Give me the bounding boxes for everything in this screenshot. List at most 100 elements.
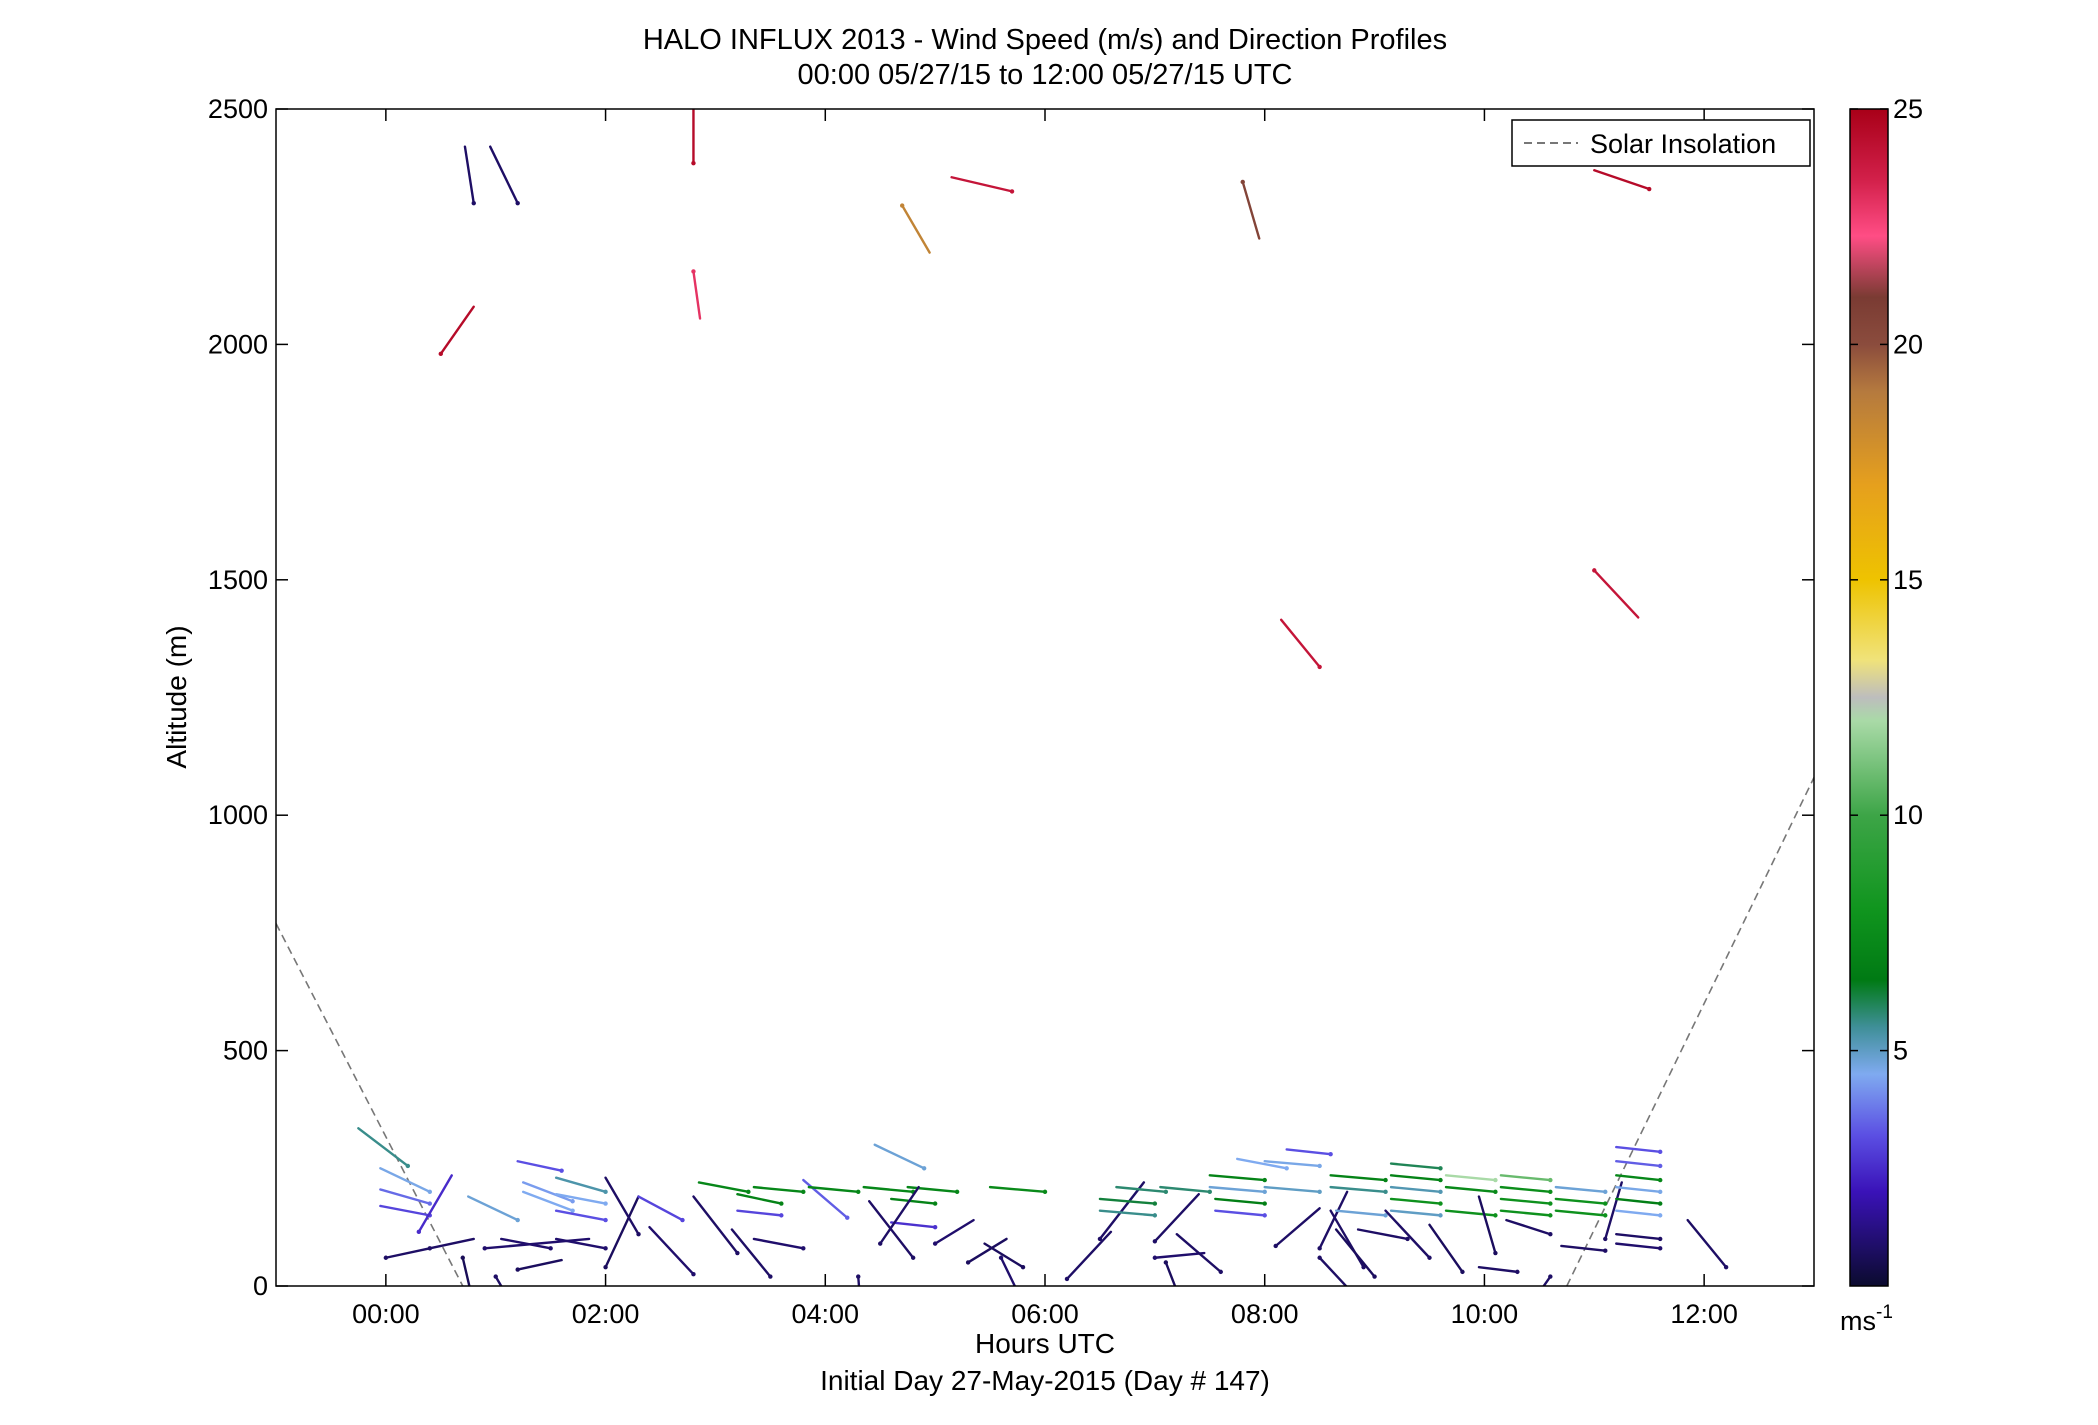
- wind-barb: [692, 1195, 739, 1255]
- wind-barb: [379, 1204, 431, 1217]
- wind-barb: [1615, 1160, 1662, 1168]
- wind-barb-point: [998, 1255, 1004, 1260]
- x-tick-label: 08:00: [1231, 1299, 1299, 1329]
- wind-barb-point: [856, 1189, 861, 1195]
- wind-barb-point: [493, 1274, 498, 1279]
- x-tick-label: 00:00: [352, 1299, 420, 1329]
- wind-barb-point: [471, 200, 476, 206]
- wind-barb: [1285, 1148, 1332, 1156]
- wind-barb: [1318, 1190, 1349, 1250]
- wind-barb-point: [1515, 1269, 1520, 1275]
- wind-barb: [489, 145, 519, 205]
- wind-barb: [1389, 1174, 1442, 1182]
- wind-barb: [357, 1127, 410, 1168]
- wind-barb-point: [603, 1217, 608, 1223]
- x-tick-label: 12:00: [1670, 1299, 1738, 1329]
- wind-barb: [1098, 1181, 1146, 1241]
- wind-barb: [1444, 1174, 1497, 1182]
- wind-barb: [736, 1209, 783, 1217]
- wind-barb: [1593, 169, 1651, 191]
- wind-barb: [1263, 1185, 1321, 1194]
- wind-barb: [1444, 1209, 1497, 1217]
- wind-barb-point: [1723, 1264, 1729, 1270]
- wind-barb-point: [1163, 1260, 1169, 1265]
- wind-barb-point: [1218, 1269, 1223, 1275]
- wind-barb: [1065, 1230, 1113, 1281]
- wind-barb-point: [932, 1224, 938, 1230]
- wind-barb: [1389, 1185, 1442, 1194]
- wind-barb-point: [1658, 1213, 1663, 1218]
- wind-barb-point: [603, 1189, 608, 1195]
- wind-barb: [1615, 1145, 1662, 1154]
- wind-barb-point: [1152, 1255, 1158, 1260]
- wind-barb-point: [845, 1215, 850, 1220]
- wind-barb: [1542, 1275, 1552, 1286]
- wind-barb: [873, 1143, 926, 1170]
- colorbar-tick-label: 10: [1893, 800, 1923, 830]
- wind-barb: [1175, 1233, 1222, 1274]
- wind-barb-point: [856, 1274, 861, 1279]
- wind-barb: [1153, 1192, 1201, 1243]
- wind-barb-point: [1152, 1213, 1158, 1218]
- wind-barb-point: [1493, 1177, 1498, 1183]
- wind-barb: [1615, 1209, 1662, 1217]
- wind-barb-point: [1240, 179, 1245, 185]
- chart-title: HALO INFLUX 2013 - Wind Speed (m/s) and …: [643, 24, 1447, 56]
- y-tick-label: 2500: [208, 94, 268, 124]
- wind-barb-point: [603, 1201, 608, 1206]
- y-tick-label: 0: [253, 1271, 268, 1301]
- wind-barb: [1334, 1209, 1387, 1217]
- colorbar-tick-label: 20: [1893, 329, 1923, 359]
- wind-barb-point: [1548, 1232, 1553, 1237]
- y-tick-label: 1500: [208, 565, 268, 595]
- wind-barb: [1554, 1197, 1607, 1205]
- wind-barb-point: [405, 1163, 411, 1169]
- wind-barb-point: [1493, 1250, 1498, 1256]
- wind-barb: [890, 1221, 937, 1229]
- wind-barb-point: [1009, 189, 1015, 194]
- wind-barb: [1279, 618, 1321, 669]
- wind-barb: [1499, 1209, 1552, 1217]
- wind-barb: [1389, 1162, 1442, 1170]
- wind-barb-point: [1317, 1163, 1322, 1169]
- wind-barb-point: [1658, 1201, 1663, 1206]
- colorbar-unit-base: ms: [1840, 1306, 1876, 1336]
- wind-barb: [1214, 1197, 1266, 1205]
- wind-barb: [1153, 1251, 1206, 1259]
- wind-barb: [648, 1225, 695, 1276]
- wind-barb-point: [559, 1168, 564, 1173]
- wind-barb-point: [1548, 1177, 1553, 1183]
- x-tick-label: 06:00: [1011, 1299, 1079, 1329]
- wind-barb-point: [515, 1267, 520, 1272]
- wind-barb-point: [1163, 1189, 1169, 1195]
- wind-barb-point: [921, 1166, 927, 1171]
- wind-barb-point: [1548, 1201, 1553, 1206]
- wind-barb-point: [1592, 568, 1597, 573]
- wind-barb-point: [1262, 1177, 1267, 1183]
- wind-barb: [890, 1197, 937, 1205]
- wind-barb-point: [1317, 1255, 1322, 1260]
- wind-barb-point: [1273, 1243, 1278, 1249]
- wind-barb-point: [1603, 1189, 1608, 1195]
- x-tick-label: 02:00: [572, 1299, 640, 1329]
- wind-barb: [966, 1237, 1008, 1264]
- wind-barb: [1428, 1223, 1464, 1274]
- colorbar-tick-label: 5: [1893, 1036, 1908, 1066]
- wind-barb-point: [1427, 1255, 1432, 1260]
- wind-barb: [862, 1185, 915, 1194]
- wind-barb-point: [1548, 1274, 1553, 1279]
- wind-barb: [900, 204, 931, 254]
- wind-barb: [1389, 1209, 1442, 1217]
- wind-barb-point: [482, 1246, 487, 1251]
- wind-barb: [1560, 1244, 1607, 1252]
- wind-barb-point: [1658, 1236, 1663, 1242]
- wind-barb: [1615, 1174, 1662, 1182]
- wind-barb: [988, 1185, 1047, 1194]
- wind-barb: [1554, 1209, 1607, 1217]
- wind-barb-point: [1097, 1236, 1103, 1242]
- x-tick-label: 10:00: [1451, 1299, 1519, 1329]
- wind-barb: [1208, 1185, 1266, 1194]
- solar-insolation-line: [276, 923, 464, 1286]
- wind-barb: [521, 1181, 574, 1203]
- wind-barb: [906, 1185, 959, 1194]
